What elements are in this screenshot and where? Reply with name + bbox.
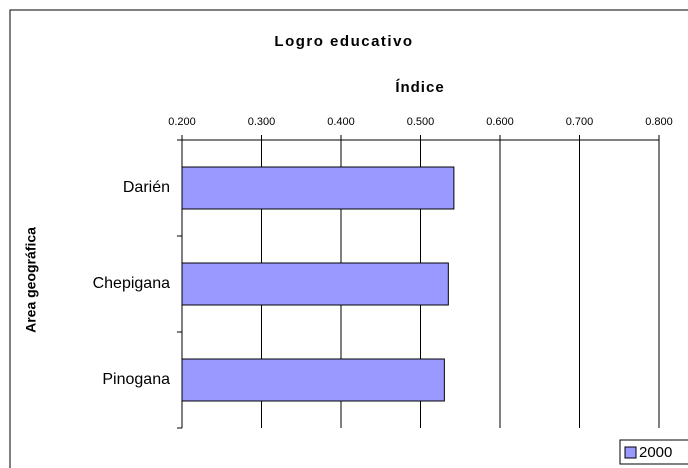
y-axis-label: Area geográfica <box>23 227 39 333</box>
x-tick-label: 0.700 <box>566 116 594 128</box>
chart-title: Logro educativo <box>274 33 413 50</box>
y-tick-label: Pinogana <box>102 371 170 388</box>
x-tick-label: 0.400 <box>327 116 355 128</box>
legend-swatch <box>624 446 637 459</box>
legend-label: 2000 <box>639 444 672 461</box>
y-tick-label: Chepigana <box>93 275 171 292</box>
bar <box>181 358 445 402</box>
x-tick-label: 0.600 <box>486 116 514 128</box>
bar <box>181 166 455 210</box>
x-tick-label: 0.300 <box>248 116 276 128</box>
x-tick-label: 0.800 <box>645 116 673 128</box>
bar <box>181 262 449 306</box>
x-tick-label: 0.200 <box>168 116 196 128</box>
x-tick-label: 0.500 <box>407 116 435 128</box>
y-tick-label: Darién <box>123 179 170 196</box>
x-axis-label: Índice <box>395 79 444 96</box>
